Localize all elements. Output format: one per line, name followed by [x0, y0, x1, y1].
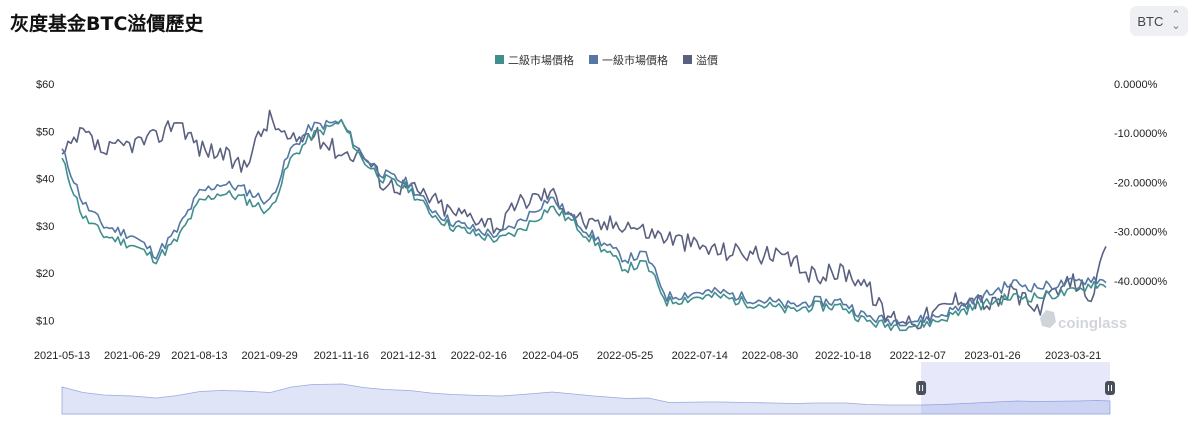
y-right-tick-label: -30.0000%	[1114, 227, 1167, 239]
legend-swatch	[589, 55, 598, 64]
y-left-tick-label: $10	[36, 316, 54, 328]
y-left-tick-label: $40	[36, 174, 54, 186]
x-tick-label: 2022-04-05	[522, 350, 578, 362]
x-tick-label: 2021-12-31	[380, 350, 436, 362]
x-tick-label: 2022-12-07	[890, 350, 946, 362]
watermark: coinglass	[1040, 310, 1127, 332]
x-tick-label: 2022-10-18	[815, 350, 871, 362]
series-line-1[interactable]	[61, 118, 1107, 327]
y-right-tick-label: 0.0000%	[1114, 79, 1158, 91]
x-tick-label: 2022-02-16	[451, 350, 507, 362]
legend-label[interactable]: 一級市場價格	[602, 53, 668, 67]
asset-selector[interactable]: BTC ⌃ ⌄	[1130, 6, 1188, 36]
y-left-tick-label: $60	[36, 79, 54, 91]
series-line-2[interactable]	[61, 109, 1107, 330]
watermark-text: coinglass	[1058, 315, 1127, 332]
x-tick-label: 2023-01-26	[964, 350, 1020, 362]
y-right-tick-label: -20.0000%	[1114, 177, 1167, 189]
x-tick-label: 2022-07-14	[672, 350, 728, 362]
y-left-tick-label: $30	[36, 221, 54, 233]
navigator-area	[61, 383, 1111, 415]
y-left-tick-label: $20	[36, 268, 54, 280]
legend-label[interactable]: 溢價	[696, 53, 718, 67]
y-right-tick-label: -40.0000%	[1114, 276, 1167, 288]
legend-swatch	[683, 55, 692, 64]
legend-swatch	[495, 55, 504, 64]
y-right-tick-label: -10.0000%	[1114, 128, 1167, 140]
x-tick-label: 2021-06-29	[104, 350, 160, 362]
legend: 二級市場價格 一級市場價格 溢價	[495, 53, 718, 67]
x-tick-label: 2021-05-13	[34, 350, 90, 362]
x-tick-label: 2022-05-25	[597, 350, 653, 362]
coinglass-logo-icon	[1040, 310, 1056, 328]
series-line-0[interactable]	[61, 118, 1107, 332]
x-tick-label: 2023-03-21	[1045, 350, 1101, 362]
x-tick-label: 2021-11-16	[314, 350, 369, 362]
y-axis-right: 0.0000% -10.0000% -20.0000% -30.0000% -40.00…	[1114, 79, 1167, 288]
y-axis-left: $60 $50 $40 $30 $20 $10	[36, 79, 54, 328]
navigator-handle-left[interactable]	[916, 381, 927, 395]
x-axis: 2021-05-13 2021-06-29 2021-08-13 2021-09-29…	[34, 350, 1101, 362]
y-left-tick-label: $50	[36, 126, 54, 138]
navigator-handle-right[interactable]	[1105, 381, 1115, 395]
x-tick-label: 2022-08-30	[742, 350, 798, 362]
legend-label[interactable]: 二級市場價格	[508, 53, 574, 67]
chevron-updown-icon: ⌃ ⌄	[1171, 9, 1181, 32]
series-lines[interactable]	[61, 109, 1107, 332]
page-title: 灰度基金BTC溢價歷史	[10, 13, 204, 35]
asset-selector-value: BTC	[1137, 13, 1164, 29]
x-tick-label: 2021-09-29	[241, 350, 297, 362]
range-navigator[interactable]	[61, 362, 1115, 415]
x-tick-label: 2021-08-13	[171, 350, 227, 362]
navigator-selection[interactable]	[921, 362, 1110, 414]
